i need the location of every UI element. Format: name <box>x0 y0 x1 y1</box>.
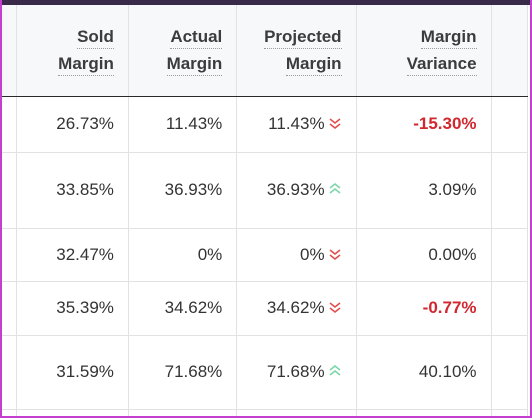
margin-table: Sold Margin Actual Margin Projected Marg… <box>2 5 529 416</box>
double-chevron-down-icon <box>328 246 342 260</box>
header-margin-variance-line1: Margin <box>420 26 477 50</box>
cell-sold-margin: 32.47% <box>16 228 129 282</box>
cell-projected-margin: 0% <box>236 228 357 282</box>
table-row: 26.73% 11.43% 11.43% -15.30% <box>2 96 529 153</box>
row-spacer <box>2 335 17 410</box>
cell-projected-margin: 71.68% <box>236 335 357 410</box>
cell-projected-value: 0% <box>300 244 325 264</box>
header-sold-margin-line1: Sold <box>77 26 114 50</box>
row-overflow <box>491 281 529 336</box>
header-sold-margin[interactable]: Sold Margin <box>16 5 129 97</box>
cell-actual-margin: 71.68% <box>128 335 238 410</box>
cell-actual-margin: 0% <box>128 228 238 282</box>
header-projected-margin-line1: Projected <box>264 26 342 50</box>
header-actual-margin-line2: Margin <box>166 53 223 77</box>
header-actual-margin[interactable]: Actual Margin <box>128 5 238 97</box>
header-projected-margin-line2: Margin <box>285 53 342 77</box>
cell-actual-margin: 11.43% <box>128 96 238 153</box>
row-overflow <box>491 96 529 153</box>
cell-projected-value: 71.68% <box>266 362 325 381</box>
cell-sold-margin: 26.73% <box>16 96 129 153</box>
double-chevron-down-icon <box>328 299 342 314</box>
header-actual-margin-line1: Actual <box>170 26 223 50</box>
row-overflow <box>491 228 529 282</box>
table-row: 33.85% 36.93% 36.93% 3.09% <box>2 152 529 229</box>
cell-margin-variance: 0.00% <box>356 228 492 282</box>
top-bar <box>2 0 530 5</box>
header-margin-variance[interactable]: Margin Variance <box>356 5 492 97</box>
cell-sold-margin: 31.59% <box>16 335 129 410</box>
cell-margin-variance: -15.30% <box>356 96 492 153</box>
cell-margin-variance: -0.77% <box>356 281 492 336</box>
row-spacer <box>2 228 17 282</box>
row-overflow <box>491 335 529 410</box>
cell-actual-margin: 36.93% <box>128 152 238 229</box>
table-row-partial <box>2 409 529 416</box>
header-row: Sold Margin Actual Margin Projected Marg… <box>2 5 529 97</box>
cell-projected-value: 34.62% <box>266 298 325 317</box>
double-chevron-down-icon <box>328 115 342 130</box>
double-chevron-up-icon <box>328 363 342 377</box>
cell-sold-margin: 35.39% <box>16 281 129 336</box>
cell-sold-margin: 33.85% <box>16 152 129 229</box>
cell-projected-value: 36.93% <box>266 180 325 199</box>
header-projected-margin[interactable]: Projected Margin <box>236 5 357 97</box>
cell-margin-variance: 40.10% <box>356 335 492 410</box>
cell-projected-margin: 34.62% <box>236 281 357 336</box>
table-row: 32.47% 0% 0% 0.00% <box>2 228 529 282</box>
row-spacer <box>2 96 17 153</box>
cell-projected-value: 11.43% <box>268 114 325 133</box>
table-row: 35.39% 34.62% 34.62% -0.77% <box>2 281 529 336</box>
row-spacer <box>2 152 17 229</box>
row-overflow <box>491 152 529 229</box>
header-sold-margin-line2: Margin <box>58 53 114 77</box>
cell-actual-margin: 34.62% <box>128 281 238 336</box>
header-margin-variance-line2: Variance <box>406 53 477 77</box>
cell-margin-variance: 3.09% <box>356 152 492 229</box>
row-spacer <box>2 281 17 336</box>
double-chevron-up-icon <box>328 181 342 195</box>
table-row: 31.59% 71.68% 71.68% 40.10% <box>2 335 529 410</box>
cell-projected-margin: 11.43% <box>236 96 357 153</box>
header-spacer <box>2 5 17 97</box>
header-overflow <box>491 5 529 97</box>
cell-projected-margin: 36.93% <box>236 152 357 229</box>
